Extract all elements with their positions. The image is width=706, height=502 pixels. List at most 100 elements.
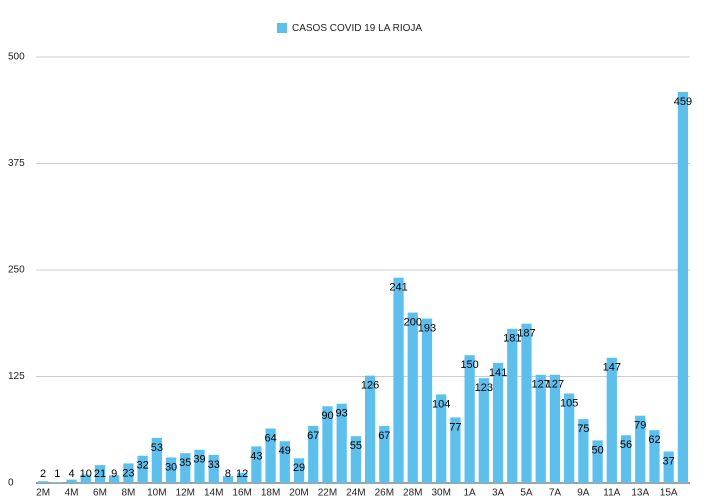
bar (37, 481, 49, 483)
data-label: 126 (361, 380, 379, 392)
data-label: 150 (460, 359, 478, 371)
data-label: 79 (634, 420, 646, 432)
data-label: 93 (336, 408, 348, 420)
data-label: 75 (577, 423, 589, 435)
bar (137, 455, 148, 483)
x-tick-label: 18M (261, 488, 280, 499)
bar (549, 374, 561, 483)
x-tick-label: 9A (577, 488, 590, 499)
x-tick-label: 11A (603, 488, 620, 499)
bar (663, 451, 674, 483)
x-tick-label: 14M (204, 488, 223, 499)
data-label: 39 (193, 454, 205, 466)
x-tick-label: 4M (65, 488, 79, 499)
data-label: 241 (389, 282, 407, 294)
x-tick-label: 1A (464, 488, 477, 499)
data-label: 77 (449, 421, 461, 433)
data-label: 9 (111, 468, 117, 480)
data-label: 32 (137, 460, 149, 472)
bar (592, 440, 603, 483)
bar (293, 458, 305, 483)
data-label: 90 (321, 410, 333, 422)
legend-swatch (277, 23, 287, 33)
bar (151, 437, 162, 483)
data-label: 1 (54, 468, 60, 480)
data-label: 8 (225, 468, 231, 480)
y-tick-label: 125 (8, 371, 25, 382)
x-tick-label: 3A (492, 488, 505, 499)
x-tick-label: 12M (176, 488, 195, 499)
data-label: 56 (620, 439, 632, 451)
bar (379, 425, 390, 483)
data-label: 2 (40, 468, 46, 480)
x-tick-label: 20M (289, 488, 308, 499)
bar (635, 415, 646, 483)
bar (450, 417, 461, 483)
bar (322, 406, 333, 483)
data-label: 53 (151, 442, 163, 454)
data-label: 123 (475, 382, 493, 394)
bar (578, 419, 589, 483)
data-label: 49 (279, 445, 291, 457)
x-tick-label: 8M (121, 488, 135, 499)
data-label: 62 (648, 434, 660, 446)
bar (265, 428, 276, 483)
y-tick-label: 375 (8, 158, 25, 169)
data-label: 21 (94, 468, 106, 480)
bar (606, 357, 617, 483)
data-label: 67 (378, 430, 390, 442)
data-label: 193 (418, 322, 436, 334)
data-label: 30 (165, 461, 177, 473)
data-label: 64 (264, 432, 276, 444)
y-tick-label: 0 (8, 478, 14, 489)
bar (308, 425, 319, 483)
x-tick-label: 15A (660, 488, 678, 499)
bar (464, 355, 475, 483)
x-tick-label: 30M (431, 488, 450, 499)
bar (251, 446, 262, 483)
bar (649, 430, 660, 483)
data-label: 4 (68, 468, 74, 480)
data-label: 43 (250, 450, 262, 462)
data-label: 104 (432, 398, 450, 410)
data-label: 10 (80, 468, 92, 480)
data-label: 200 (404, 317, 422, 329)
x-tick-label: 7A (549, 488, 562, 499)
bar (94, 465, 106, 483)
data-label: 35 (179, 457, 191, 469)
data-label: 12 (236, 468, 248, 480)
legend-label: CASOS COVID 19 LA RIOJA (292, 23, 422, 34)
bar (535, 374, 546, 483)
bar (52, 482, 63, 483)
x-tick-label: 2M (36, 488, 50, 499)
data-label: 127 (532, 379, 550, 391)
bar (165, 457, 177, 483)
bar (393, 277, 404, 483)
bar (564, 393, 575, 483)
bar (80, 474, 91, 483)
data-label: 33 (208, 459, 220, 471)
bar (407, 312, 418, 483)
data-label: 37 (663, 455, 675, 467)
x-tick-label: 13A (631, 488, 649, 499)
bar (677, 91, 689, 483)
bar (194, 449, 205, 483)
bar (279, 441, 290, 483)
data-label: 105 (560, 397, 578, 409)
bar (208, 454, 219, 483)
bar (507, 328, 518, 483)
x-tick-label: 6M (93, 488, 107, 499)
bar (237, 472, 248, 483)
bar (478, 378, 489, 483)
bar (364, 375, 376, 483)
bar (492, 362, 504, 483)
bar (66, 479, 77, 483)
bar (350, 436, 362, 483)
bar (620, 435, 632, 483)
x-tick-label: 24M (346, 488, 365, 499)
y-tick-label: 500 (8, 52, 25, 63)
bar (521, 323, 532, 483)
data-label: 127 (546, 379, 564, 391)
